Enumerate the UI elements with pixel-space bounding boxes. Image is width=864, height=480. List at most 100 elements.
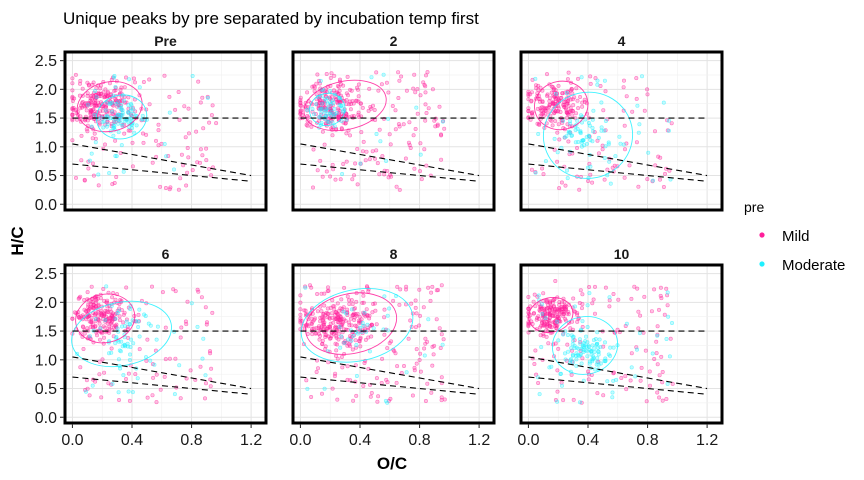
- data-point-mild: [207, 120, 212, 125]
- data-point-mild: [338, 177, 343, 182]
- data-point-moderate: [589, 352, 594, 357]
- data-point-moderate: [126, 389, 131, 394]
- data-point-mild: [335, 356, 340, 361]
- data-point-moderate: [578, 113, 583, 118]
- data-point-mild: [312, 85, 317, 90]
- data-point-mild: [185, 170, 190, 175]
- data-point-moderate: [613, 154, 618, 159]
- data-point-mild: [374, 70, 379, 75]
- data-point-mild: [350, 177, 355, 182]
- data-point-mild: [102, 370, 107, 375]
- panel-border: [519, 50, 724, 212]
- y-tick-label: 2.0: [35, 295, 57, 312]
- data-point-moderate: [543, 159, 548, 164]
- data-point-mild: [351, 312, 356, 317]
- y-tick-label: 1.0: [35, 352, 57, 369]
- data-point-moderate: [131, 107, 136, 112]
- data-point-moderate: [140, 117, 145, 122]
- data-point-mild: [335, 397, 340, 402]
- data-point-mild: [315, 291, 320, 296]
- data-point-mild: [538, 85, 543, 90]
- data-point-mild: [389, 339, 394, 344]
- data-point-mild: [553, 341, 558, 346]
- data-point-moderate: [574, 363, 579, 368]
- data-point-mild: [91, 80, 96, 85]
- data-point-moderate: [595, 82, 600, 87]
- data-point-mild: [576, 106, 581, 111]
- data-point-mild: [591, 297, 596, 302]
- data-point-moderate: [360, 320, 365, 325]
- data-point-mild: [97, 318, 102, 323]
- data-point-mild: [563, 316, 568, 321]
- data-point-moderate: [119, 143, 124, 148]
- data-point-moderate: [384, 159, 389, 164]
- data-point-moderate: [323, 108, 328, 113]
- data-point-mild: [569, 86, 574, 91]
- data-point-mild: [87, 393, 92, 398]
- data-point-mild: [403, 302, 408, 307]
- data-point-moderate: [581, 143, 586, 148]
- data-point-mild: [124, 75, 129, 80]
- data-point-mild: [106, 90, 111, 95]
- data-point-mild: [600, 147, 605, 152]
- data-point-mild: [592, 284, 597, 289]
- data-point-moderate: [330, 120, 335, 125]
- data-point-mild: [634, 140, 639, 145]
- data-point-mild: [345, 307, 350, 312]
- data-point-mild: [318, 158, 323, 163]
- data-point-mild: [110, 295, 115, 300]
- data-point-moderate: [345, 337, 350, 342]
- data-point-mild: [328, 76, 333, 81]
- data-point-mild: [198, 100, 203, 105]
- data-point-mild: [121, 320, 126, 325]
- data-point-mild: [652, 129, 657, 134]
- facet-label: Pre: [154, 33, 177, 49]
- data-point-mild: [385, 346, 390, 351]
- data-point-moderate: [558, 371, 563, 376]
- data-point-mild: [74, 175, 79, 180]
- data-point-mild: [97, 359, 102, 364]
- ellipse-moderate: [309, 92, 346, 127]
- data-point-moderate: [127, 357, 132, 362]
- data-point-moderate: [126, 103, 131, 108]
- data-point-mild: [580, 356, 585, 361]
- data-point-mild: [442, 397, 447, 402]
- data-point-mild: [382, 315, 387, 320]
- data-point-moderate: [111, 133, 116, 138]
- data-point-mild: [536, 314, 541, 319]
- data-point-mild: [603, 89, 608, 94]
- data-point-moderate: [116, 100, 121, 105]
- data-point-mild: [413, 298, 418, 303]
- data-point-mild: [79, 158, 84, 163]
- data-point-mild: [168, 185, 173, 190]
- data-point-mild: [397, 124, 402, 129]
- data-point-mild: [88, 325, 93, 330]
- data-point-moderate: [585, 354, 590, 359]
- data-point-mild: [386, 90, 391, 95]
- facet-panel: 2: [291, 33, 496, 212]
- data-point-moderate: [123, 119, 128, 124]
- data-point-mild: [86, 308, 91, 313]
- data-point-mild: [187, 131, 192, 136]
- data-point-mild: [652, 356, 657, 361]
- data-point-mild: [560, 309, 565, 314]
- data-point-moderate: [135, 376, 140, 381]
- data-point-mild: [101, 286, 106, 291]
- data-point-mild: [393, 351, 398, 356]
- data-point-moderate: [339, 104, 344, 109]
- data-point-mild: [298, 316, 303, 321]
- data-point-mild: [144, 132, 149, 137]
- data-point-mild: [354, 299, 359, 304]
- data-point-moderate: [112, 75, 117, 80]
- data-point-mild: [183, 319, 188, 324]
- data-point-mild: [367, 157, 372, 162]
- data-point-mild: [78, 81, 83, 86]
- data-point-mild: [656, 154, 661, 159]
- data-point-moderate: [113, 316, 118, 321]
- data-point-mild: [544, 334, 549, 339]
- data-point-moderate: [105, 122, 110, 127]
- data-point-mild: [310, 332, 315, 337]
- data-point-mild: [361, 139, 366, 144]
- data-point-mild: [103, 94, 108, 99]
- data-point-moderate: [591, 355, 596, 360]
